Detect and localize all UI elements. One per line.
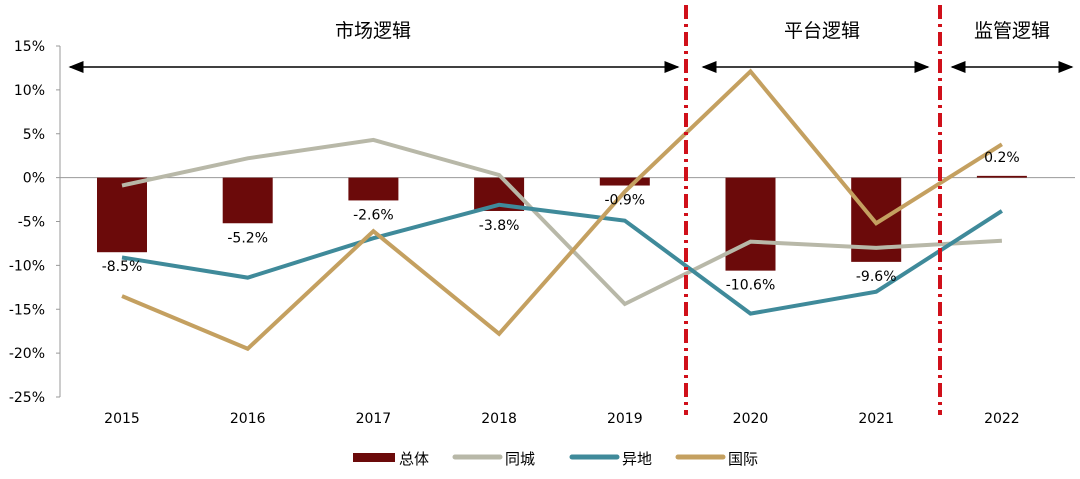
line-同城 <box>121 137 1003 307</box>
data-label: -8.5% <box>102 259 143 275</box>
y-tick-label: -10% <box>9 258 45 274</box>
y-tick-label: 10% <box>14 83 45 99</box>
bar-2015 <box>97 177 147 253</box>
bar-2017 <box>348 177 399 201</box>
x-tick-label: 2016 <box>230 411 266 427</box>
period-label: 平台逻辑 <box>784 20 860 42</box>
data-label: -2.6% <box>353 207 394 223</box>
y-tick-label: -20% <box>9 346 45 362</box>
data-label: 0.2% <box>984 150 1020 166</box>
y-tick-label: 5% <box>23 127 45 143</box>
y-tick-label: -5% <box>18 215 45 231</box>
x-tick-label: 2019 <box>607 411 643 427</box>
line-国际 <box>121 68 1003 352</box>
x-tick-label: 2015 <box>104 411 140 427</box>
bar-2016 <box>222 177 273 224</box>
data-label: -5.2% <box>227 230 268 246</box>
y-tick-label: 15% <box>14 39 45 55</box>
x-tick-label: 2017 <box>356 411 392 427</box>
legend-label: 异地 <box>622 450 652 468</box>
period-label: 监管逻辑 <box>974 20 1050 42</box>
data-label: -9.6% <box>856 269 897 285</box>
x-tick-label: 2018 <box>481 411 517 427</box>
bar-2020 <box>725 177 776 271</box>
bar-2019 <box>599 177 650 186</box>
period-label: 市场逻辑 <box>335 20 411 42</box>
data-label: -0.9% <box>604 193 645 209</box>
data-label: -3.8% <box>479 218 520 234</box>
data-label: -10.6% <box>726 278 776 294</box>
bar-2022 <box>976 175 1027 178</box>
legend-swatch-总体 <box>353 453 395 462</box>
x-tick-label: 2022 <box>984 411 1020 427</box>
x-tick-label: 2020 <box>733 411 769 427</box>
legend-label: 国际 <box>728 450 758 468</box>
x-tick-label: 2021 <box>858 411 894 427</box>
y-tick-label: 0% <box>23 171 45 187</box>
y-tick-label: -25% <box>9 390 45 406</box>
line-异地 <box>121 202 1003 316</box>
y-tick-label: -15% <box>9 302 45 318</box>
legend-label: 同城 <box>505 450 535 468</box>
legend-label: 总体 <box>399 450 429 468</box>
